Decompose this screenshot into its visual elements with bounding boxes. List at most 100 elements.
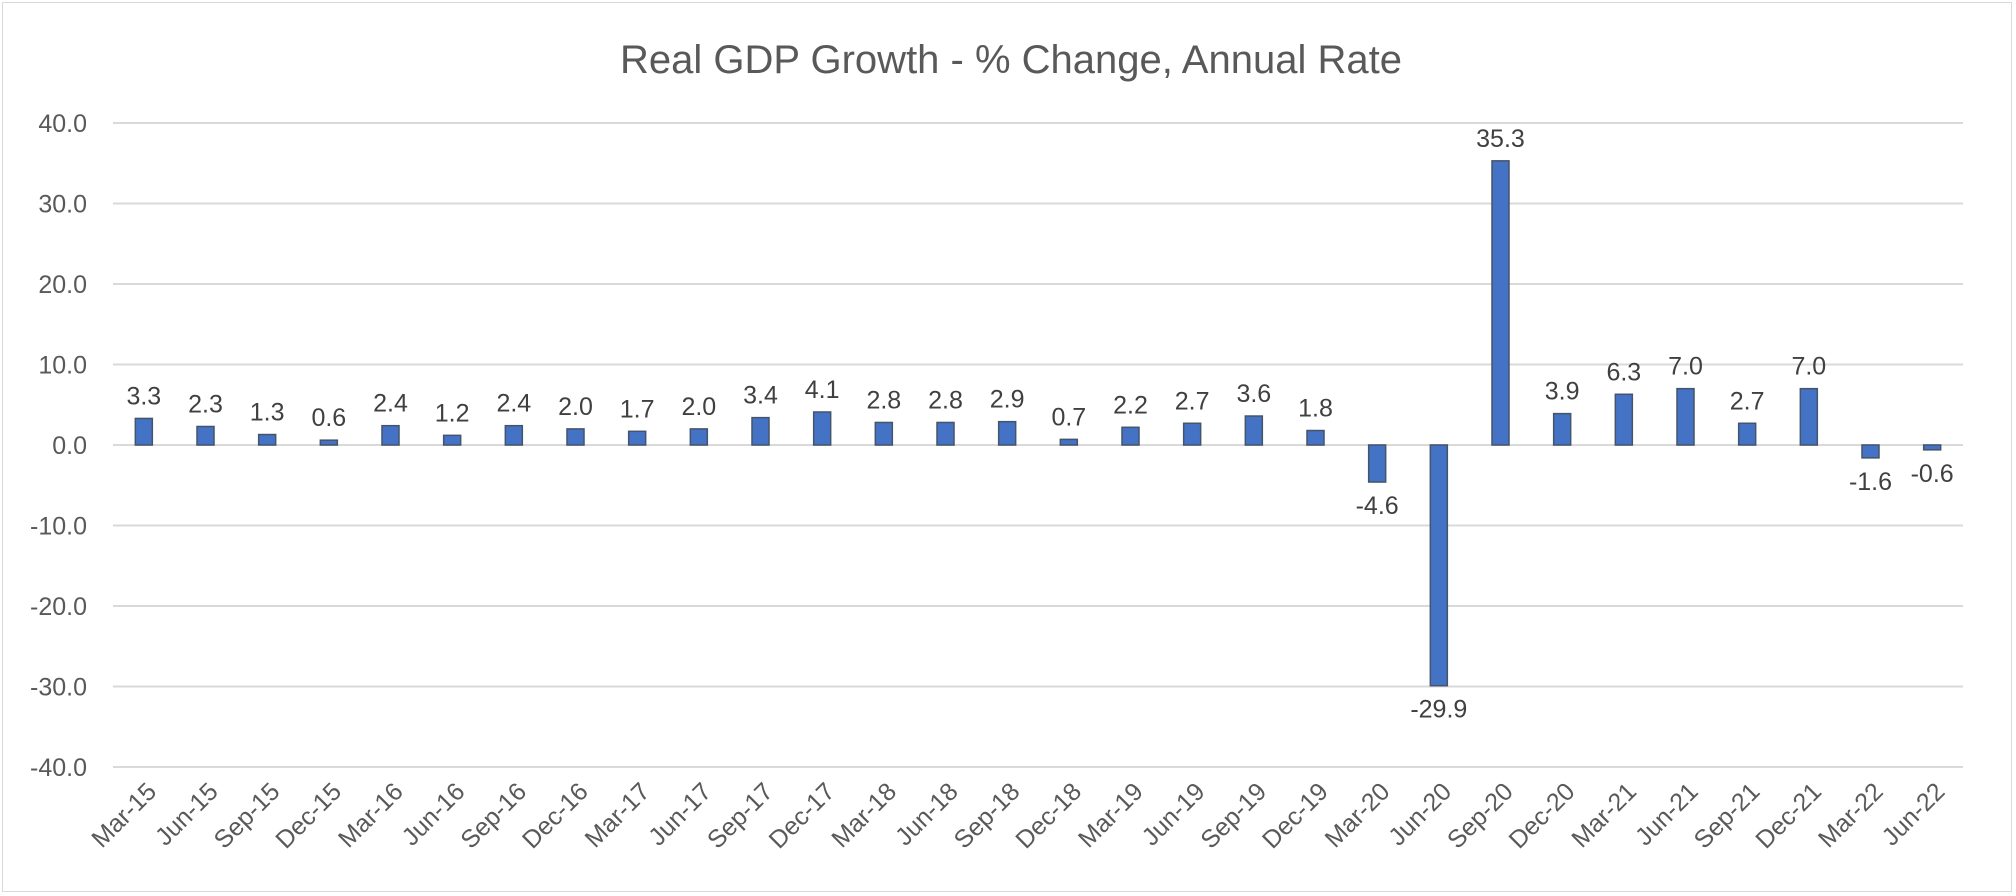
bar <box>997 420 1017 446</box>
x-tick-label: Dec-21 <box>1750 777 1827 854</box>
x-tick-label: Mar-20 <box>1320 777 1396 853</box>
data-label: 2.7 <box>1175 387 1210 415</box>
x-tick-label: Sep-16 <box>455 777 532 854</box>
x-tick-label: Jun-16 <box>397 777 471 851</box>
x-tick-label: Dec-20 <box>1504 777 1581 854</box>
y-tick-label: -10.0 <box>30 513 87 541</box>
x-tick-label: Jun-22 <box>1877 777 1951 851</box>
x-tick-label: Jun-15 <box>150 777 224 851</box>
x-tick-label: Mar-16 <box>333 777 409 853</box>
bar <box>1552 412 1572 446</box>
data-label: 2.4 <box>373 390 408 418</box>
x-tick-label: Jun-18 <box>890 777 964 851</box>
data-label: 35.3 <box>1476 125 1525 153</box>
data-label: 7.0 <box>1791 353 1826 381</box>
y-tick-label: -40.0 <box>30 754 87 782</box>
bar <box>627 430 647 446</box>
bar <box>751 416 770 446</box>
y-axis-ticks: 40.0 30.0 20.0 10.0 0.0 -10.0 -20.0 -30.0 -40.0 <box>30 110 87 782</box>
x-tick-label: Sep-20 <box>1442 777 1519 854</box>
data-label: 2.0 <box>681 393 716 421</box>
data-label: 4.1 <box>805 376 840 404</box>
data-label: 6.3 <box>1606 358 1641 386</box>
x-tick-label: Mar-15 <box>86 777 162 853</box>
data-label: 2.0 <box>558 393 593 421</box>
y-tick-label: 20.0 <box>38 271 87 299</box>
y-tick-label: -30.0 <box>30 674 87 702</box>
data-label: 1.3 <box>250 399 285 427</box>
bar <box>442 434 462 446</box>
data-label: 7.0 <box>1668 353 1703 381</box>
x-tick-label: Mar-21 <box>1566 777 1642 853</box>
data-label: -29.9 <box>1410 696 1467 724</box>
x-tick-label: Sep-21 <box>1689 777 1766 854</box>
x-tick-label: Jun-20 <box>1383 777 1457 851</box>
x-tick-label: Dec-16 <box>517 777 594 854</box>
data-label: 2.9 <box>990 386 1025 414</box>
bar <box>1614 393 1634 446</box>
x-tick-label: Mar-18 <box>826 777 902 853</box>
bar <box>936 421 955 446</box>
data-label: 1.2 <box>435 399 470 427</box>
x-axis-ticks: Mar-15Jun-15Sep-15Dec-15Mar-16Jun-16Sep-… <box>86 777 1950 854</box>
bar <box>1491 160 1510 446</box>
data-label: 2.8 <box>928 386 963 414</box>
bar <box>1059 438 1079 446</box>
bar <box>1799 387 1819 446</box>
x-tick-label: Mar-17 <box>580 777 656 853</box>
data-label: 0.6 <box>311 404 346 432</box>
x-tick-label: Dec-19 <box>1257 777 1334 854</box>
gdp-bar-chart: Real GDP Growth - % Change, Annual Rate … <box>30 38 1963 854</box>
bar <box>1676 387 1695 446</box>
y-tick-label: 40.0 <box>38 110 87 138</box>
data-label: -4.6 <box>1356 492 1399 520</box>
bar <box>812 411 832 446</box>
bars <box>134 160 1942 687</box>
data-label: 1.8 <box>1298 395 1333 423</box>
data-label: 2.4 <box>496 390 531 418</box>
x-tick-label: Sep-17 <box>702 777 779 854</box>
y-tick-label: 10.0 <box>38 352 87 380</box>
bar <box>689 428 709 446</box>
data-label: 3.3 <box>126 382 161 410</box>
x-tick-label: Mar-19 <box>1073 777 1149 853</box>
x-tick-label: Sep-18 <box>949 777 1026 854</box>
data-label: 0.7 <box>1051 403 1086 431</box>
bar <box>1861 444 1880 459</box>
x-tick-label: Jun-17 <box>643 777 717 851</box>
chart-title: Real GDP Growth - % Change, Annual Rate <box>620 38 1402 82</box>
bar <box>1922 444 1942 451</box>
x-tick-label: Dec-18 <box>1010 777 1087 854</box>
data-label: 2.3 <box>188 390 223 418</box>
bar <box>1367 444 1387 483</box>
bar <box>381 424 400 446</box>
data-label: 1.7 <box>620 395 655 423</box>
data-label: -1.6 <box>1849 468 1892 496</box>
bar <box>874 421 894 446</box>
bar <box>566 428 585 446</box>
data-label: 2.8 <box>866 386 901 414</box>
bar <box>504 424 524 446</box>
x-tick-label: Sep-19 <box>1195 777 1272 854</box>
gridlines <box>113 122 1963 768</box>
bar <box>319 439 339 446</box>
data-label: 3.9 <box>1545 378 1580 406</box>
bar <box>1244 415 1264 446</box>
x-tick-label: Jun-21 <box>1630 777 1704 851</box>
bar <box>1182 422 1202 446</box>
bar <box>1429 444 1449 687</box>
data-labels: 3.3 2.3 1.3 0.6 2.4 1.2 2.4 2.0 1.7 2.0 3.4 4.1 2.8 2… <box>126 125 1953 724</box>
y-tick-label: 30.0 <box>38 191 87 219</box>
bar <box>134 417 154 446</box>
bar <box>196 425 215 446</box>
y-tick-label: 0.0 <box>52 432 87 460</box>
data-label: 3.6 <box>1236 380 1271 408</box>
bar <box>1306 429 1325 446</box>
bar <box>257 433 277 446</box>
bar <box>1121 426 1140 446</box>
x-tick-label: Mar-22 <box>1813 777 1889 853</box>
data-label: 2.7 <box>1730 387 1765 415</box>
x-tick-label: Dec-15 <box>270 777 347 854</box>
bar <box>1737 422 1757 446</box>
